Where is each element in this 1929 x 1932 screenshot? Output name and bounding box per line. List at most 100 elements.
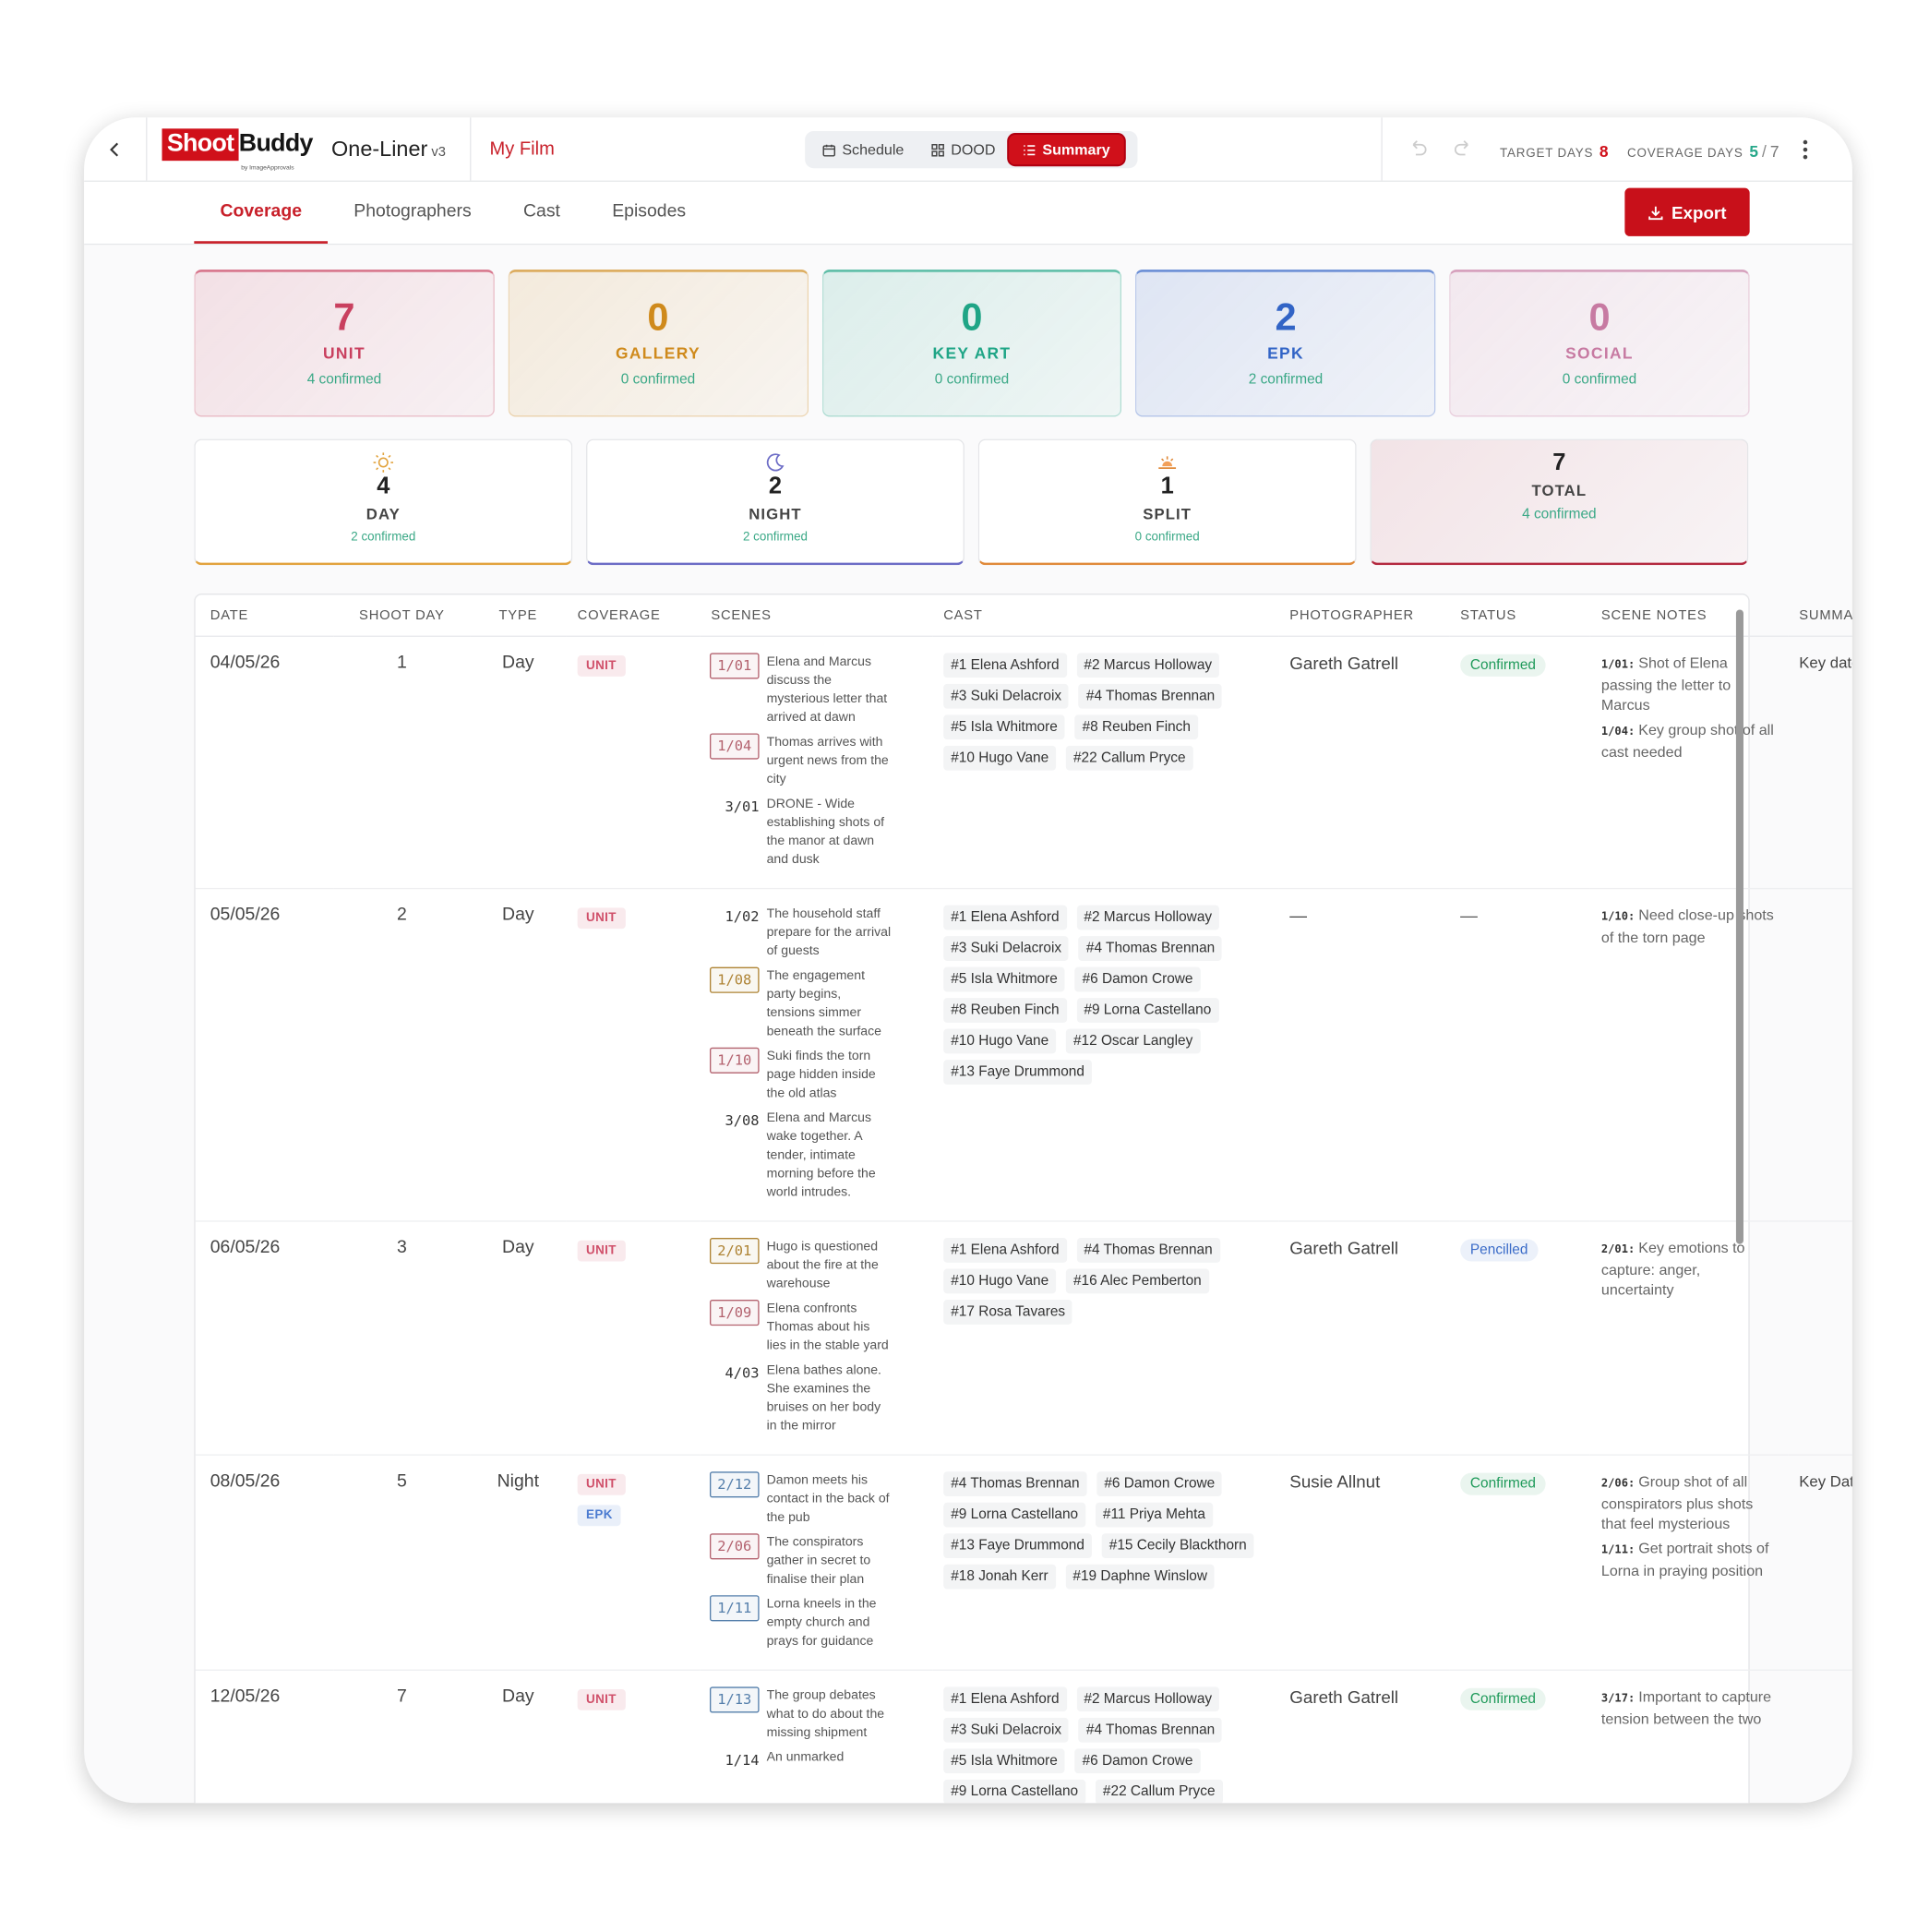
redo-button[interactable] [1452, 139, 1474, 157]
table-row[interactable]: 06/05/26 3 Day UNIT 2/01 Hugo is questioned a… [195, 1220, 1852, 1456]
scene-text: Suki finds the torn page hidden inside t… [766, 1049, 876, 1101]
view-tab[interactable]: Schedule [809, 135, 917, 164]
table-row[interactable]: 12/05/26 7 Day UNIT 1/13 The group debates wh… [195, 1670, 1852, 1804]
scene: 4/03 Elena bathes alone. She examines the… [710, 1362, 921, 1435]
type-card[interactable]: 1 SPLIT 0 confirmed [977, 438, 1357, 566]
scene-id: 1/04 [709, 733, 760, 760]
status-cell: — [1449, 888, 1590, 1222]
table-body: 04/05/26 1 Day UNIT 1/01 Elena and Marcus dis… [195, 636, 1852, 1804]
cast-chip: #15 Cecily Blackthorn [1101, 1533, 1254, 1559]
undo-button[interactable] [1408, 139, 1430, 157]
scene-id: 4/03 [725, 1363, 760, 1382]
scene-notes: 2/06: Group shot of all conspirators plus… [1589, 1455, 1789, 1671]
coverage-cards: 7 UNIT 4 confirmed 0 GALLERY 0 confirmed 0 KEY … [194, 270, 1750, 417]
scene-note: 2/06: Group shot of all conspirators plus… [1601, 1471, 1777, 1533]
coverage-card[interactable]: 0 SOCIAL 0 confirmed [1449, 270, 1750, 417]
note-scene: 2/01: [1600, 1243, 1635, 1257]
status: — [1460, 905, 1478, 926]
back-icon [110, 141, 119, 156]
scene-notes: 1/10: Need close-up shots of the torn pag… [1589, 888, 1789, 1222]
table-row[interactable]: 08/05/26 5 Night UNIT EPK 2/12 Damon meets his… [195, 1455, 1852, 1671]
scene-note: 1/04: Key group shot of all cast needed [1601, 720, 1777, 762]
type-card[interactable]: 4 DAY 2 confirmed [194, 438, 573, 566]
cast-chip: #3 Suki Delacroix [943, 683, 1070, 709]
column-header: STATUS [1449, 594, 1590, 637]
cast-chip: #1 Elena Ashford [943, 905, 1067, 930]
scene: 1/02 The household staff prepare for the … [710, 906, 921, 961]
view-switcher: Schedule DOOD Summary [805, 131, 1138, 169]
coverage-badge: UNIT [577, 1689, 626, 1710]
status: Confirmed [1460, 1472, 1546, 1495]
photographer: Gareth Gatrell [1278, 1670, 1450, 1804]
type: Day [470, 888, 567, 1222]
scene-note: 1/11: Get portrait shots of Lorna in pray… [1601, 1539, 1777, 1581]
tab[interactable]: Photographers [353, 201, 472, 222]
scrollbar[interactable] [1735, 609, 1743, 1244]
scene: 1/09 Elena confronts Thomas about his lie… [709, 1300, 921, 1355]
note-scene: 1/10: [1600, 911, 1635, 924]
shoot-day: 3 [333, 1220, 471, 1456]
scene-text: The conspirators gather in secret to fin… [766, 1534, 871, 1587]
tab[interactable]: Coverage [194, 182, 329, 244]
tabs: Coverage Photographers Cast Episodes [194, 182, 712, 244]
scene-id: 3/01 [725, 798, 760, 815]
column-header: COVERAGE [566, 594, 701, 637]
type: Day [470, 1670, 567, 1804]
scene-text: The household staff prepare for the arri… [766, 906, 892, 959]
back-button[interactable] [84, 117, 148, 181]
cast-chip: #12 Oscar Langley [1065, 1028, 1201, 1054]
coverage-badge: UNIT [577, 1240, 626, 1262]
cast: #1 Elena Ashford #2 Marcus Holloway #3 Suk… [932, 888, 1279, 1222]
export-button[interactable]: Export [1624, 187, 1750, 236]
coverage-card[interactable]: 7 UNIT 4 confirmed [194, 270, 495, 417]
cast-chip: #16 Alec Pemberton [1065, 1268, 1209, 1294]
cast-chip: #1 Elena Ashford [943, 1238, 1067, 1263]
scene-text: DRONE - Wide establishing shots of the m… [766, 796, 885, 868]
divider [1381, 117, 1383, 181]
shoot-day: 7 [333, 1670, 471, 1804]
coverage-card[interactable]: 2 EPK 2 confirmed [1135, 270, 1436, 417]
table-row[interactable]: 05/05/26 2 Day UNIT 1/02 The household staff … [195, 888, 1852, 1222]
scene-id: 1/13 [709, 1686, 760, 1713]
view-tab[interactable]: DOOD [917, 135, 1009, 164]
summary-notes [1788, 888, 1852, 1222]
target-days: TARGET DAYS 8 [1500, 141, 1609, 163]
note-text: Key emotions to capture: anger, uncertai… [1600, 1239, 1745, 1299]
coverage-wrap: UNIT [577, 653, 689, 683]
cast-chip: #6 Damon Crowe [1074, 1748, 1201, 1774]
coverage-wrap: EPK [577, 1503, 689, 1533]
coverage-wrap: UNIT [577, 1471, 689, 1502]
kpi-separator: / [1762, 142, 1767, 162]
scene: 1/11 Lorna kneels in the empty church and… [709, 1595, 921, 1650]
logo: Shoot Buddy by ImageApprovals [162, 128, 313, 172]
shoot-day: 2 [333, 888, 471, 1222]
type-card[interactable]: 2 NIGHT 2 confirmed [586, 438, 964, 566]
view-icon [822, 143, 836, 157]
scenes: 2/01 Hugo is questioned about the fire at… [700, 1220, 933, 1456]
scene-text: Lorna kneels in the empty church and pra… [766, 1596, 877, 1649]
column-header: SCENE NOTES [1589, 594, 1789, 637]
scene-text: The group debates what to do about the m… [766, 1687, 885, 1740]
card-count: 0 [961, 295, 983, 340]
scenes: 1/01 Elena and Marcus discuss the mysteri… [700, 636, 933, 890]
scene-id: 1/09 [709, 1300, 760, 1326]
coverage-card[interactable]: 0 GALLERY 0 confirmed [508, 270, 809, 417]
project-name[interactable]: My Film [489, 138, 555, 160]
coverage: UNIT [566, 1670, 701, 1804]
note-scene: 1/04: [1600, 726, 1635, 738]
scene-notes: 1/01: Shot of Elena passing the letter to… [1589, 636, 1789, 890]
tab[interactable]: Cast [522, 201, 560, 222]
table-row[interactable]: 04/05/26 1 Day UNIT 1/01 Elena and Marcus dis… [195, 636, 1852, 890]
divider [470, 117, 472, 181]
card-count: 2 [768, 474, 783, 500]
more-menu[interactable] [1801, 138, 1811, 161]
view-tab[interactable]: Summary [1009, 135, 1124, 165]
scene: 1/08 The engagement party begins, tension… [709, 966, 921, 1041]
card-confirmed: 2 confirmed [351, 530, 416, 545]
note-scene: 1/01: [1600, 659, 1635, 672]
type-card[interactable]: 7 TOTAL 4 confirmed [1370, 438, 1749, 566]
cast-chip: #11 Priya Mehta [1095, 1502, 1214, 1528]
coverage-card[interactable]: 0 KEY ART 0 confirmed [821, 270, 1122, 417]
tab[interactable]: Episodes [612, 201, 687, 222]
